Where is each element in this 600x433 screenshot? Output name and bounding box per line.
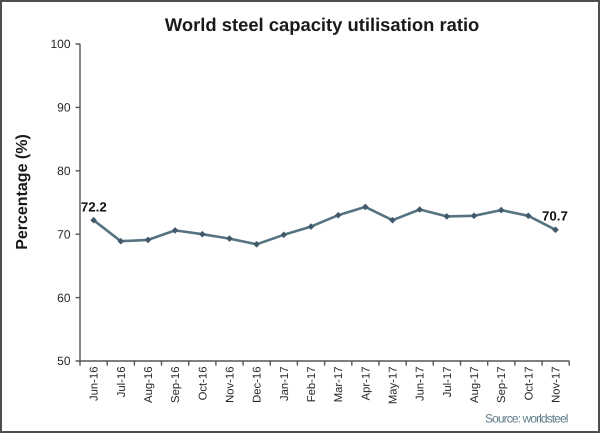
svg-text:Jun-16: Jun-16 [89,367,101,402]
svg-text:Sep-16: Sep-16 [170,367,182,403]
svg-text:World steel capacity utilisati: World steel capacity utilisation ratio [165,14,479,35]
svg-text:Nov-16: Nov-16 [224,367,236,403]
svg-text:Source: worldsteel: Source: worldsteel [485,411,568,425]
svg-text:Oct-16: Oct-16 [197,367,209,401]
svg-text:Aug-16: Aug-16 [143,367,155,403]
svg-text:Jan-17: Jan-17 [279,367,291,402]
svg-text:Sep-17: Sep-17 [496,367,508,403]
svg-text:70.7: 70.7 [542,209,568,224]
svg-text:50: 50 [57,354,71,368]
svg-text:May-17: May-17 [387,367,399,405]
svg-text:90: 90 [57,101,71,115]
svg-text:Jul-17: Jul-17 [442,367,454,398]
svg-text:72.2: 72.2 [81,199,107,214]
svg-text:Jul-16: Jul-16 [116,367,128,398]
svg-text:Mar-17: Mar-17 [333,367,345,403]
svg-text:Oct-17: Oct-17 [523,367,535,401]
svg-text:Apr-17: Apr-17 [360,367,372,401]
svg-text:Jun-17: Jun-17 [415,367,427,402]
svg-text:Nov-17: Nov-17 [550,367,562,403]
svg-text:Dec-16: Dec-16 [252,367,264,403]
svg-text:80: 80 [57,164,71,178]
svg-text:60: 60 [57,291,71,305]
svg-text:Aug-17: Aug-17 [469,367,481,403]
svg-text:Feb-17: Feb-17 [306,367,318,403]
svg-text:70: 70 [57,227,71,241]
svg-text:100: 100 [50,37,70,51]
svg-text:Percentage (%): Percentage (%) [14,134,31,250]
